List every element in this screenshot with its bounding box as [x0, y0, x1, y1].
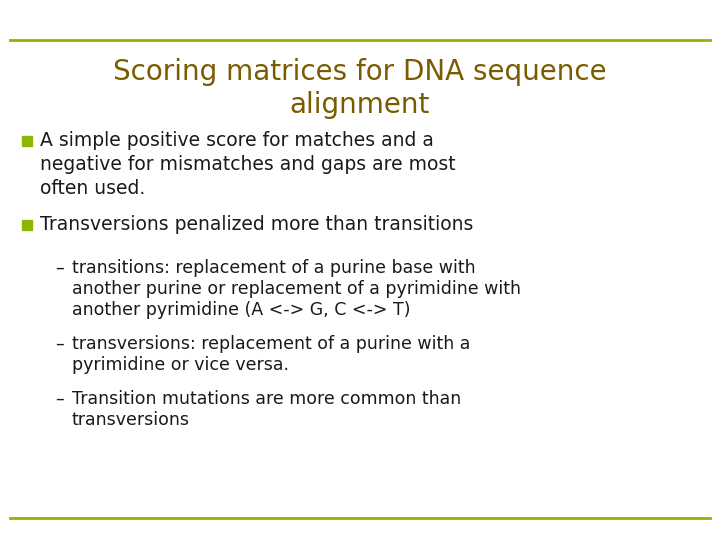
Bar [22, 136, 32, 146]
Text: Transversions penalized more than transitions: Transversions penalized more than transi… [40, 215, 473, 234]
Text: another purine or replacement of a pyrimidine with: another purine or replacement of a pyrim… [72, 280, 521, 298]
Text: –: – [55, 259, 64, 277]
Text: –: – [55, 390, 64, 408]
Bar [22, 220, 32, 230]
Text: A simple positive score for matches and a: A simple positive score for matches and … [40, 132, 434, 151]
Text: Scoring matrices for DNA sequence: Scoring matrices for DNA sequence [113, 58, 607, 86]
Text: often used.: often used. [40, 179, 145, 199]
Text: negative for mismatches and gaps are most: negative for mismatches and gaps are mos… [40, 156, 456, 174]
Text: pyrimidine or vice versa.: pyrimidine or vice versa. [72, 356, 289, 374]
Text: –: – [55, 335, 64, 353]
Text: Transition mutations are more common than: Transition mutations are more common tha… [72, 390, 462, 408]
Text: transversions: transversions [72, 411, 190, 429]
Text: alignment: alignment [290, 91, 430, 119]
Text: transversions: replacement of a purine with a: transversions: replacement of a purine w… [72, 335, 470, 353]
Text: another pyrimidine (A <-> G, C <-> T): another pyrimidine (A <-> G, C <-> T) [72, 301, 410, 319]
Text: transitions: replacement of a purine base with: transitions: replacement of a purine bas… [72, 259, 476, 277]
